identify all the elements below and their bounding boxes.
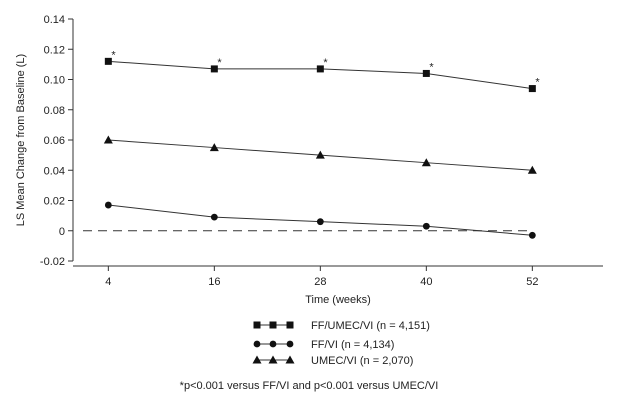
- y-axis-title: LS Mean Change from Baseline (L): [15, 54, 27, 226]
- axes: [72, 19, 603, 267]
- legend-marker: [286, 340, 294, 348]
- data-point: [104, 57, 112, 65]
- legend-item: FF/VI (n = 4,134): [253, 339, 394, 351]
- data-point: [421, 158, 431, 167]
- y-tick-label: 0.02: [44, 196, 65, 208]
- data-point: [316, 218, 324, 226]
- data-point: [528, 85, 536, 93]
- data-point: [315, 150, 325, 159]
- x-ticks: 4 16 28 40 52: [105, 266, 538, 288]
- data-point: [210, 65, 218, 73]
- data-point: [422, 222, 430, 230]
- legend-item: FF/UMEC/VI (n = 4,151): [253, 320, 430, 332]
- x-axis-title: Time (weeks): [305, 294, 371, 306]
- y-ticks: -0.02 0 0.02 0.04 0.06 0.08 0.10 0.12 0.14: [40, 14, 73, 268]
- data-point: [422, 69, 430, 77]
- legend-item: UMEC/VI (n = 2,070): [252, 355, 413, 367]
- series-layer: * * * * *: [103, 49, 540, 239]
- y-tick-label: -0.02: [40, 256, 65, 268]
- legend-label: FF/VI (n = 4,134): [311, 339, 394, 351]
- legend-marker: [286, 321, 294, 329]
- y-tick-label: 0.14: [44, 14, 65, 26]
- data-point: [104, 201, 112, 209]
- data-point: [210, 213, 218, 221]
- data-point: [103, 135, 113, 144]
- data-point: [316, 65, 324, 73]
- x-tick-label: 28: [314, 276, 326, 288]
- significance-marker: *: [323, 57, 328, 69]
- legend-label: FF/UMEC/VI (n = 4,151): [311, 320, 430, 332]
- significance-marker: *: [429, 61, 434, 73]
- y-tick-label: 0.08: [44, 105, 65, 117]
- legend-marker: [269, 340, 277, 348]
- legend-marker: [268, 355, 278, 364]
- y-tick-label: 0.06: [44, 135, 65, 147]
- y-tick-label: 0.10: [44, 75, 65, 87]
- data-point: [527, 165, 537, 174]
- legend-marker: [253, 340, 261, 348]
- significance-marker: *: [535, 77, 540, 89]
- x-tick-label: 4: [105, 276, 111, 288]
- legend-marker: [253, 321, 261, 329]
- legend-marker: [285, 355, 295, 364]
- series-triangle: [103, 135, 537, 174]
- x-tick-label: 52: [526, 276, 538, 288]
- legend-marker: [252, 355, 262, 364]
- data-point: [528, 231, 536, 239]
- series-circle: [104, 201, 536, 239]
- y-tick-label: 0: [59, 226, 65, 238]
- y-tick-label: 0.04: [44, 165, 65, 177]
- x-tick-label: 40: [420, 276, 432, 288]
- significance-marker: *: [217, 57, 222, 69]
- x-tick-label: 16: [208, 276, 220, 288]
- legend-label: UMEC/VI (n = 2,070): [311, 355, 413, 367]
- data-point: [209, 143, 219, 152]
- y-tick-label: 0.12: [44, 44, 65, 56]
- legend-marker: [269, 321, 277, 329]
- significance-marker: *: [111, 49, 116, 61]
- footnote: *p<0.001 versus FF/VI and p<0.001 versus…: [180, 380, 439, 392]
- legend: FF/UMEC/VI (n = 4,151) FF/VI (n = 4,134) U…: [252, 320, 430, 367]
- series-square: * * * * *: [104, 49, 540, 93]
